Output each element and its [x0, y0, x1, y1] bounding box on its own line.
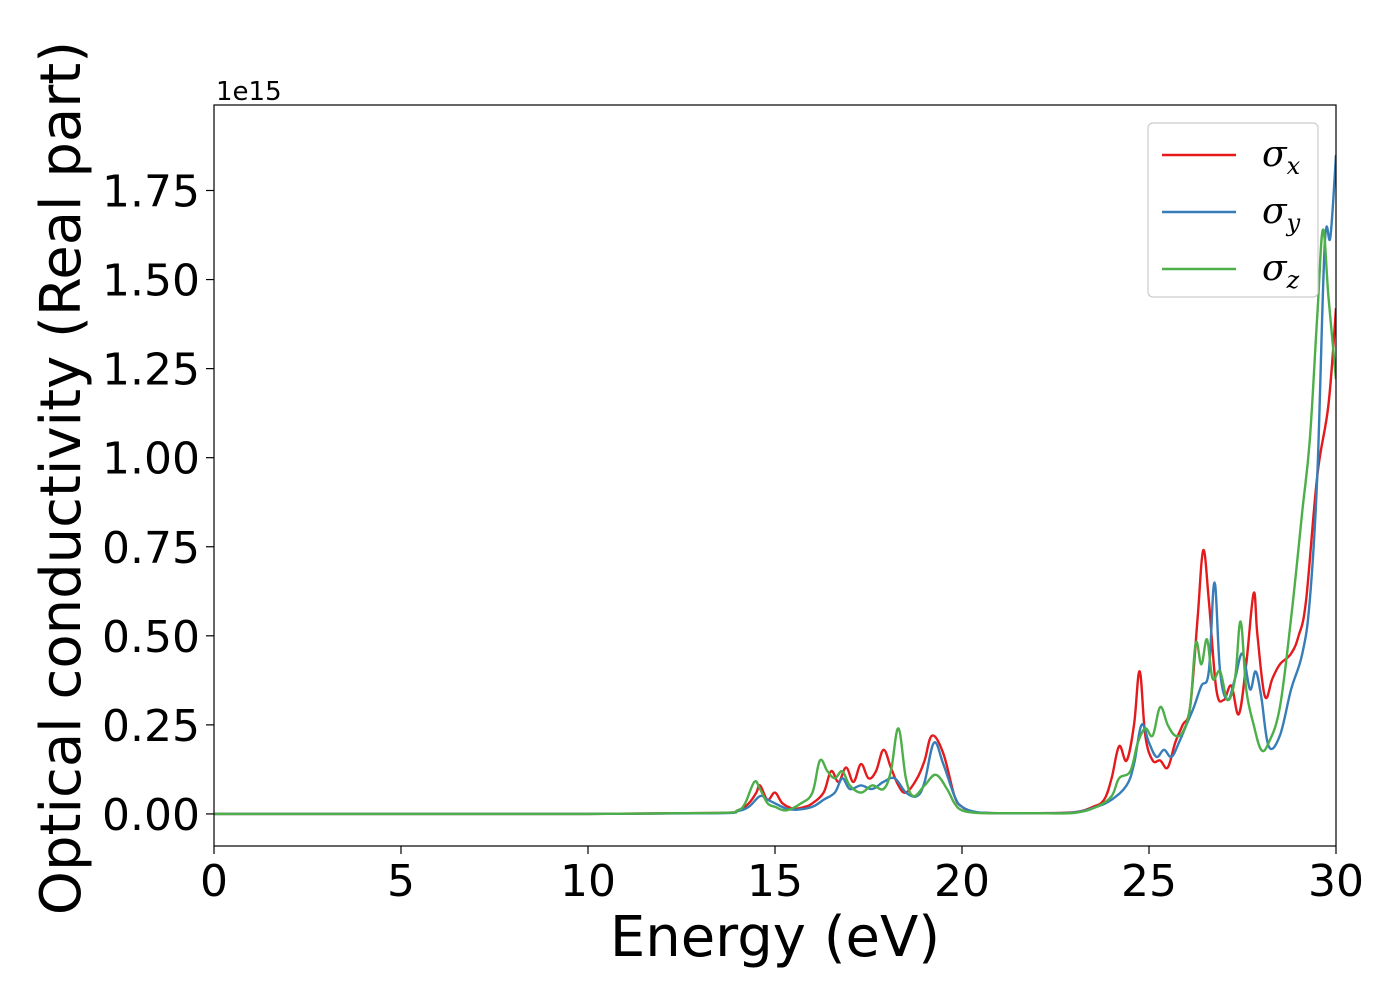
legend-label-sigma-z: σz	[1262, 248, 1300, 294]
series-line-sigma-z	[214, 228, 1336, 816]
y-tick-label: 0.25	[102, 701, 200, 752]
plot-lines	[214, 154, 1336, 816]
legend-label-sigma-x: σx	[1262, 134, 1301, 180]
legend-box	[1147, 122, 1319, 298]
y-tick-label: 1.75	[102, 167, 200, 218]
y-axis-label: Optical conductivity (Real part)	[29, 41, 94, 915]
legend-label-sigma-y: σy	[1262, 191, 1301, 237]
x-tick-label: 0	[200, 856, 228, 907]
x-axis-label: Energy (eV)	[610, 905, 940, 970]
series-line-sigma-x	[214, 308, 1336, 816]
x-tick-label: 20	[934, 856, 990, 907]
y-tick-label: 1.50	[102, 256, 200, 307]
x-tick-label: 5	[387, 856, 415, 907]
y-tick-label: 0.75	[102, 523, 200, 574]
x-tick-label: 15	[747, 856, 803, 907]
x-tick-label: 10	[560, 856, 616, 907]
y-tick-label: 0.50	[102, 612, 200, 663]
y-offset-text: 1e15	[216, 77, 282, 107]
x-tick-label: 25	[1121, 856, 1177, 907]
x-axis-ticks: 0 5 10 15 20 25 30	[200, 846, 1364, 907]
y-tick-label: 1.00	[102, 434, 200, 485]
x-tick-label: 30	[1308, 856, 1364, 907]
y-axis-ticks: 0.00 0.25 0.50 0.75 1.00 1.25 1.50 1.75	[102, 167, 214, 841]
legend: σx σy σz	[1147, 122, 1319, 298]
y-tick-label: 0.00	[102, 790, 200, 841]
y-tick-label: 1.25	[102, 345, 200, 396]
